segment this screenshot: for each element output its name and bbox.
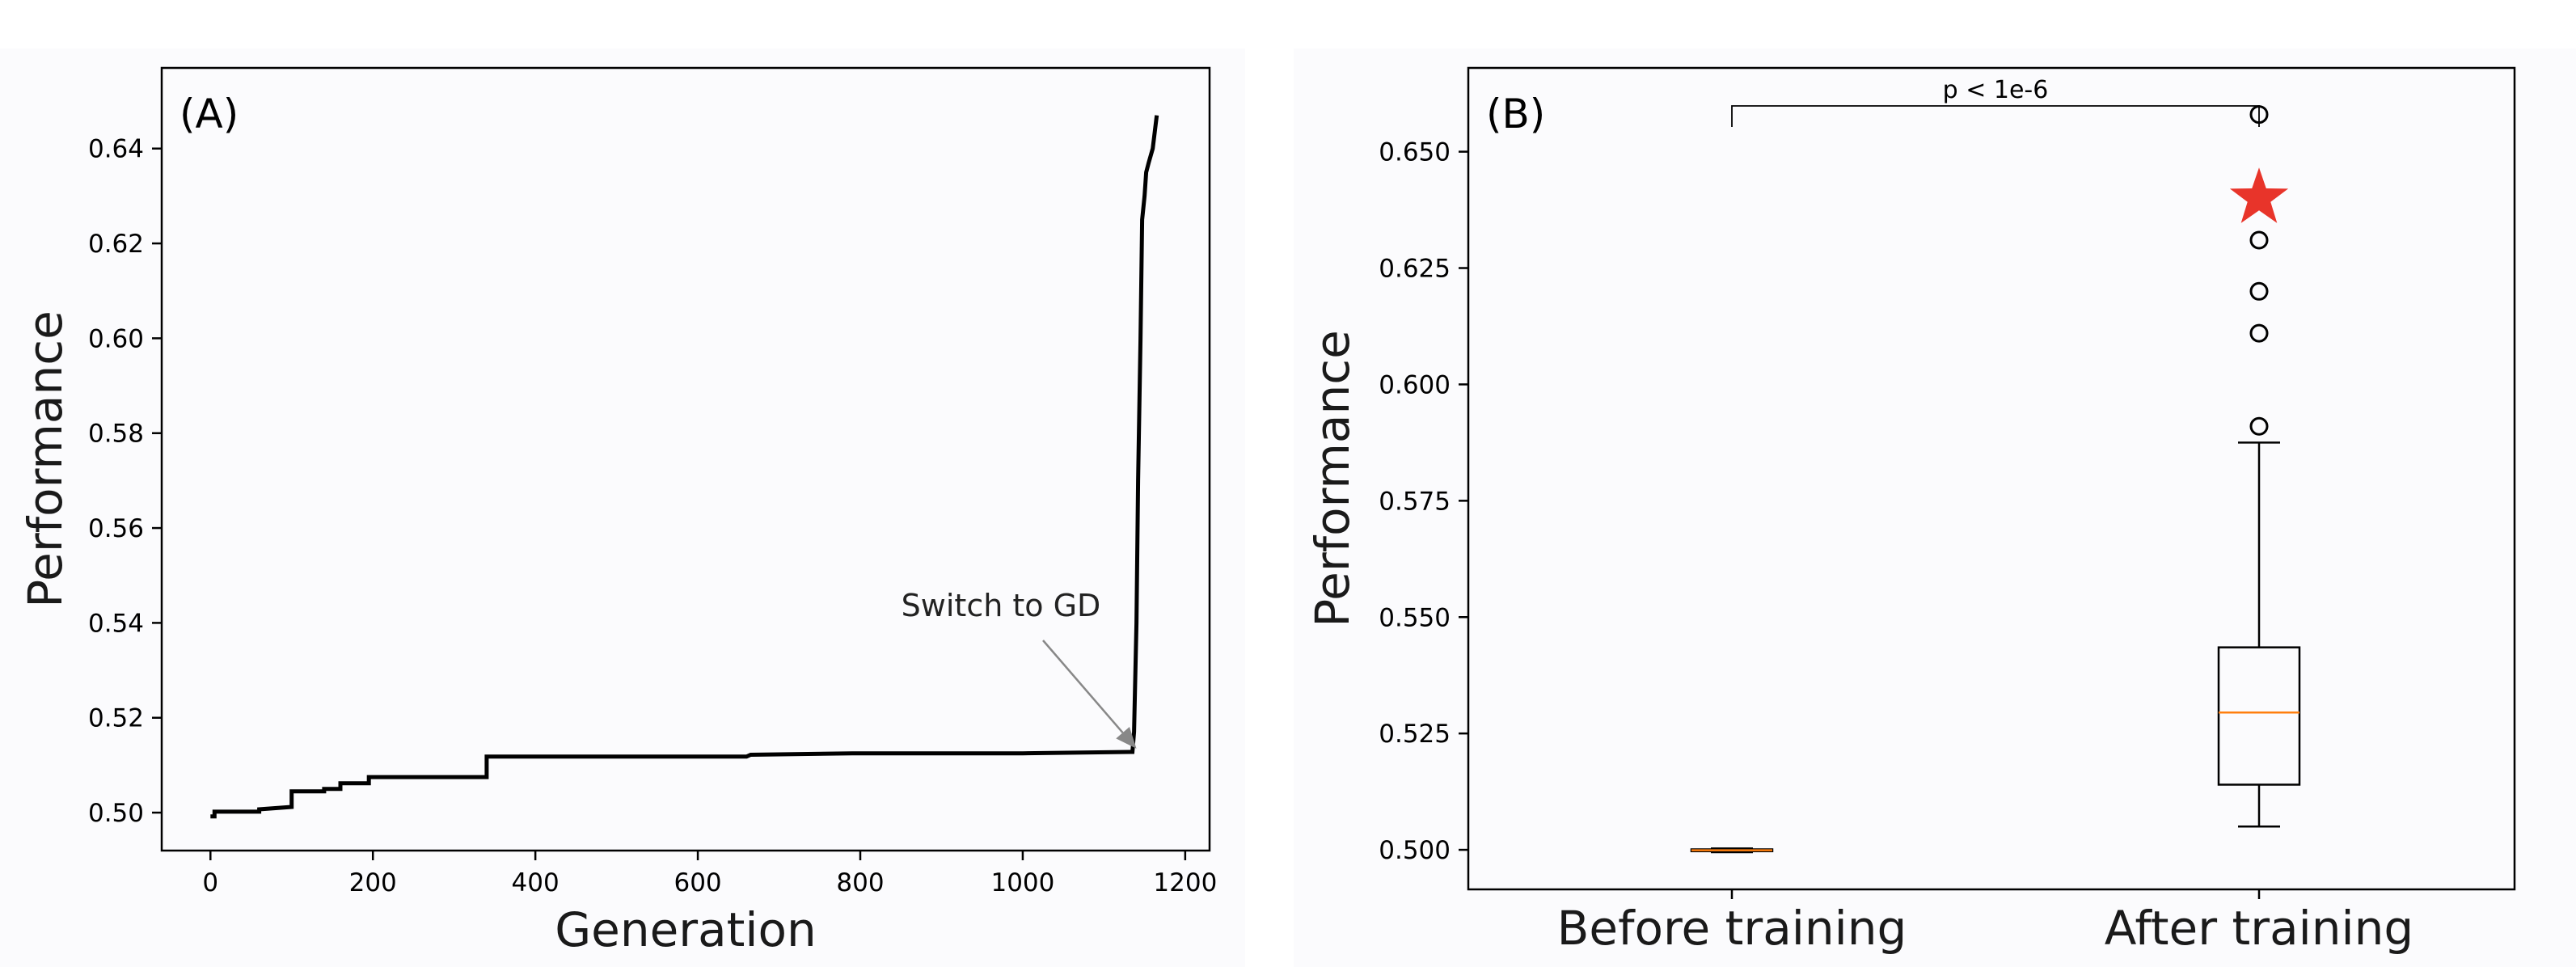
panel-a-x-axis-title: Generation [555,902,817,957]
iqr-box [2217,646,2301,786]
x-tick-label: 400 [512,868,560,897]
panel-b-y-ticks: 0.500 0.525 0.550 0.575 0.600 0.625 0.650 [1379,138,1468,865]
y-tick-label: 0.56 [88,514,144,543]
star-marker [2229,167,2289,223]
y-tick-label: 0.52 [88,704,144,733]
y-tick-label: 0.525 [1379,720,1451,749]
panel-b-x-ticks: Before training After training [1557,889,2413,956]
y-tick-label: 0.62 [88,230,144,259]
x-tick-label: 0 [202,868,218,897]
category-label: Before training [1557,901,1907,956]
boxplot-after-training [2217,105,2301,828]
y-tick-label: 0.575 [1379,487,1451,516]
x-tick-label: 800 [836,868,884,897]
outlier-point [2249,281,2269,301]
switch-annotation: Switch to GD [902,588,1101,623]
y-tick-label: 0.600 [1379,370,1451,399]
y-tick-label: 0.625 [1379,255,1451,284]
panel-b: 0.500 0.525 0.550 0.575 0.600 0.625 0.650 Befo… [1305,66,2516,956]
y-tick-label: 0.50 [88,799,144,828]
y-tick-label: 0.64 [88,135,144,164]
panel-a-y-axis-title: Performance [18,310,73,608]
outlier-point [2249,323,2269,343]
panel-a-x-ticks: 0 200 400 600 800 1000 1200 [202,851,1217,897]
performance-line [210,115,1159,819]
panel-a-y-ticks: 0.50 0.52 0.54 0.56 0.58 0.60 0.62 0.64 [88,135,162,828]
boxplot-before-training [1690,847,1774,854]
panel-b-label: (B) [1486,91,1545,137]
y-tick-label: 0.58 [88,420,144,449]
y-tick-label: 0.650 [1379,138,1451,167]
x-tick-label: 600 [674,868,721,897]
bracket-line [1731,105,2260,127]
switch-arrow [1042,640,1124,734]
panel-a-plot-frame [160,66,1211,852]
y-tick-label: 0.60 [88,324,144,353]
panel-b-y-axis-title: Performance [1305,330,1360,627]
x-tick-label: 1000 [990,868,1054,897]
panel-a-label: (A) [179,91,239,137]
x-tick-label: 1200 [1153,868,1217,897]
y-tick-label: 0.54 [88,609,144,638]
switch-arrow-head [1116,726,1137,749]
y-tick-label: 0.500 [1379,836,1451,865]
panel-b-plot-frame [1467,66,2516,891]
outlier-point [2249,416,2269,436]
x-tick-label: 200 [349,868,397,897]
boxplots [1690,105,2301,854]
significance-bracket: p < 1e-6 [1731,76,2260,127]
p-value-label: p < 1e-6 [1943,76,2049,104]
category-label: After training [2105,901,2413,956]
outlier-point [2249,230,2269,250]
panel-a: 0.50 0.52 0.54 0.56 0.58 0.60 0.62 0.64 0 200 400… [18,66,1217,957]
y-tick-label: 0.550 [1379,603,1451,632]
